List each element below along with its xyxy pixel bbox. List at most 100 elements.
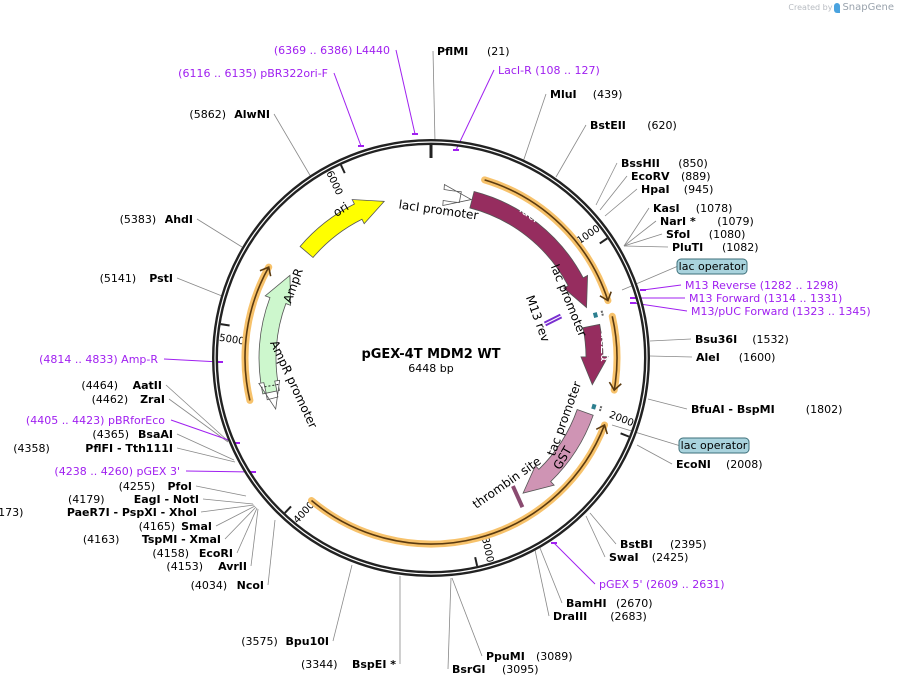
enzyme-site[interactable]: EcoRV (889) xyxy=(631,170,711,183)
enzyme-site[interactable]: PflFI - Tth111I (4358) xyxy=(13,442,173,455)
operator-leader xyxy=(611,424,680,446)
primer-label[interactable]: (6116 .. 6135) pBR322ori-F xyxy=(178,67,328,80)
enzyme-name: PflFI - Tth111I xyxy=(85,442,173,455)
enzyme-site[interactable]: Bsu36I (1532) xyxy=(695,333,789,346)
enzyme-name: EcoRV xyxy=(631,170,670,183)
primer-label[interactable]: M13/pUC Forward (1323 .. 1345) xyxy=(691,305,871,318)
primer-label[interactable]: M13 Reverse (1282 .. 1298) xyxy=(685,279,838,292)
snapgene-credit: Created by SnapGene xyxy=(788,2,894,13)
primer-label[interactable]: (4238 .. 4260) pGEX 3' xyxy=(54,465,180,478)
primer-leader xyxy=(395,49,416,135)
enzyme-site[interactable]: MluI (439) xyxy=(550,88,622,101)
lac-operator-label[interactable]: lac operator xyxy=(678,437,750,454)
lac-operator-box xyxy=(678,437,750,454)
feature-gst[interactable] xyxy=(522,409,594,494)
feature-ampr[interactable] xyxy=(258,274,291,395)
primer-label[interactable]: pGEX 5' (2609 .. 2631) xyxy=(599,578,725,591)
enzyme-site[interactable]: SfoI (1080) xyxy=(666,228,745,241)
enzyme-leader xyxy=(623,207,650,247)
primer-leader xyxy=(333,72,362,147)
enzyme-position: (1600) xyxy=(739,351,776,364)
enzyme-site[interactable]: NcoI (4034) xyxy=(191,579,264,592)
enzyme-leader xyxy=(604,188,638,217)
enzyme-name: BssHII xyxy=(621,157,660,170)
tick-label: 5000 xyxy=(218,333,245,348)
primer-label[interactable]: (4405 .. 4423) pBRforEco xyxy=(26,414,165,427)
enzyme-leader xyxy=(534,549,550,617)
enzyme-position: (945) xyxy=(684,183,714,196)
enzyme-site[interactable]: EcoNI (2008) xyxy=(676,458,763,471)
enzyme-site[interactable]: AatII (4464) xyxy=(81,379,162,392)
credit-prefix: Created by xyxy=(788,3,833,12)
enzyme-site[interactable]: SmaI (4165) xyxy=(139,520,212,533)
primer-label[interactable]: M13 Forward (1314 .. 1331) xyxy=(689,292,842,305)
enzyme-site[interactable]: EcoRI (4158) xyxy=(152,547,233,560)
feature-lacza[interactable] xyxy=(580,323,609,386)
enzyme-site[interactable]: AlwNI (5862) xyxy=(189,108,270,121)
enzyme-site[interactable]: BstEII (620) xyxy=(590,119,677,132)
enzyme-site[interactable]: AleI (1600) xyxy=(696,351,775,364)
enzyme-name: PaeR7I - PspXI - XhoI xyxy=(67,506,197,519)
enzyme-site[interactable]: EagI - NotI (4179) xyxy=(68,493,199,506)
enzyme-site[interactable]: PluTI (1082) xyxy=(672,241,759,254)
enzyme-name: AleI xyxy=(696,351,720,364)
enzyme-site[interactable]: AvrII (4153) xyxy=(166,560,247,573)
feature-laci-promoter[interactable] xyxy=(442,183,473,206)
enzyme-position: (5383) xyxy=(120,213,157,226)
enzyme-name: BfuAI - BspMI xyxy=(691,403,775,416)
credit-brand: SnapGene xyxy=(842,2,894,13)
enzyme-name: KasI xyxy=(653,202,680,215)
plasmid-name: pGEX-4T MDM2 WT xyxy=(361,347,500,362)
feature-ampr-promoter[interactable] xyxy=(258,379,281,411)
enzyme-site[interactable]: PflMI (21) xyxy=(437,45,510,58)
enzyme-site[interactable]: Bpu10I (3575) xyxy=(241,635,329,648)
enzyme-site[interactable]: BsrGI (3095) xyxy=(452,663,539,676)
enzyme-site[interactable]: PstI (5141) xyxy=(100,272,173,285)
snapgene-logo-icon xyxy=(834,2,841,13)
enzyme-leader xyxy=(196,218,243,248)
enzyme-site[interactable]: BspEI * (3344) xyxy=(301,658,396,671)
tick-label: 6000 xyxy=(323,169,344,197)
enzyme-site[interactable]: BstBI (2395) xyxy=(620,538,707,551)
enzyme-site[interactable]: BsaAI (4365) xyxy=(92,428,173,441)
feature-thrombin-site[interactable] xyxy=(511,485,525,509)
orf-arc-lacza-head-icon xyxy=(608,381,622,392)
enzyme-site[interactable]: PaeR7I - PspXI - XhoI (4173) xyxy=(0,506,197,519)
enzyme-leader xyxy=(623,233,663,247)
enzyme-position: (5862) xyxy=(189,108,226,121)
enzyme-position: (2395) xyxy=(670,538,707,551)
enzyme-name: Bsu36I xyxy=(695,333,737,346)
enzyme-site[interactable]: TspMI - XmaI (4163) xyxy=(83,533,221,546)
enzyme-position: (1079) xyxy=(717,215,754,228)
enzyme-site[interactable]: DraIII (2683) xyxy=(553,610,647,623)
enzyme-name: EcoRI xyxy=(199,547,233,560)
enzyme-leader xyxy=(636,444,673,465)
enzyme-site[interactable]: ZraI (4462) xyxy=(92,393,165,406)
lac-operator-label[interactable]: lac operator xyxy=(676,258,748,275)
enzyme-site[interactable]: KasI (1078) xyxy=(653,202,732,215)
feature-ori[interactable] xyxy=(299,199,386,259)
enzyme-site[interactable]: AhdI (5383) xyxy=(120,213,193,226)
enzyme-site[interactable]: BfuAI - BspMI (1802) xyxy=(691,403,842,416)
enzyme-position: (4165) xyxy=(139,520,176,533)
primer-leader xyxy=(642,284,682,291)
enzyme-name: PluTI xyxy=(672,241,703,254)
enzyme-leader xyxy=(647,398,688,410)
lac-operator-text: lac operator xyxy=(681,439,748,452)
enzyme-site[interactable]: PfoI (4255) xyxy=(119,480,192,493)
feature-laci[interactable] xyxy=(469,191,589,309)
enzyme-leader xyxy=(176,447,236,463)
enzyme-position: (620) xyxy=(647,119,677,132)
enzyme-site[interactable]: SwaI (2425) xyxy=(609,551,688,564)
primer-label[interactable]: LacI-R (108 .. 127) xyxy=(498,64,600,77)
enzyme-site[interactable]: NarI * (1079) xyxy=(660,215,754,228)
tick-label: 2000 xyxy=(607,410,635,430)
enzyme-site[interactable]: BamHI (2670) xyxy=(566,597,653,610)
primer-label[interactable]: (6369 .. 6386) L4440 xyxy=(274,44,390,57)
primer-label[interactable]: (4814 .. 4833) Amp-R xyxy=(39,353,158,366)
enzyme-site[interactable]: PpuMI (3089) xyxy=(486,650,573,663)
m13-rev-mark-inner xyxy=(544,315,562,325)
enzyme-site[interactable]: HpaI (945) xyxy=(641,183,713,196)
enzyme-name: SwaI xyxy=(609,551,639,564)
enzyme-site[interactable]: BssHII (850) xyxy=(621,157,708,170)
